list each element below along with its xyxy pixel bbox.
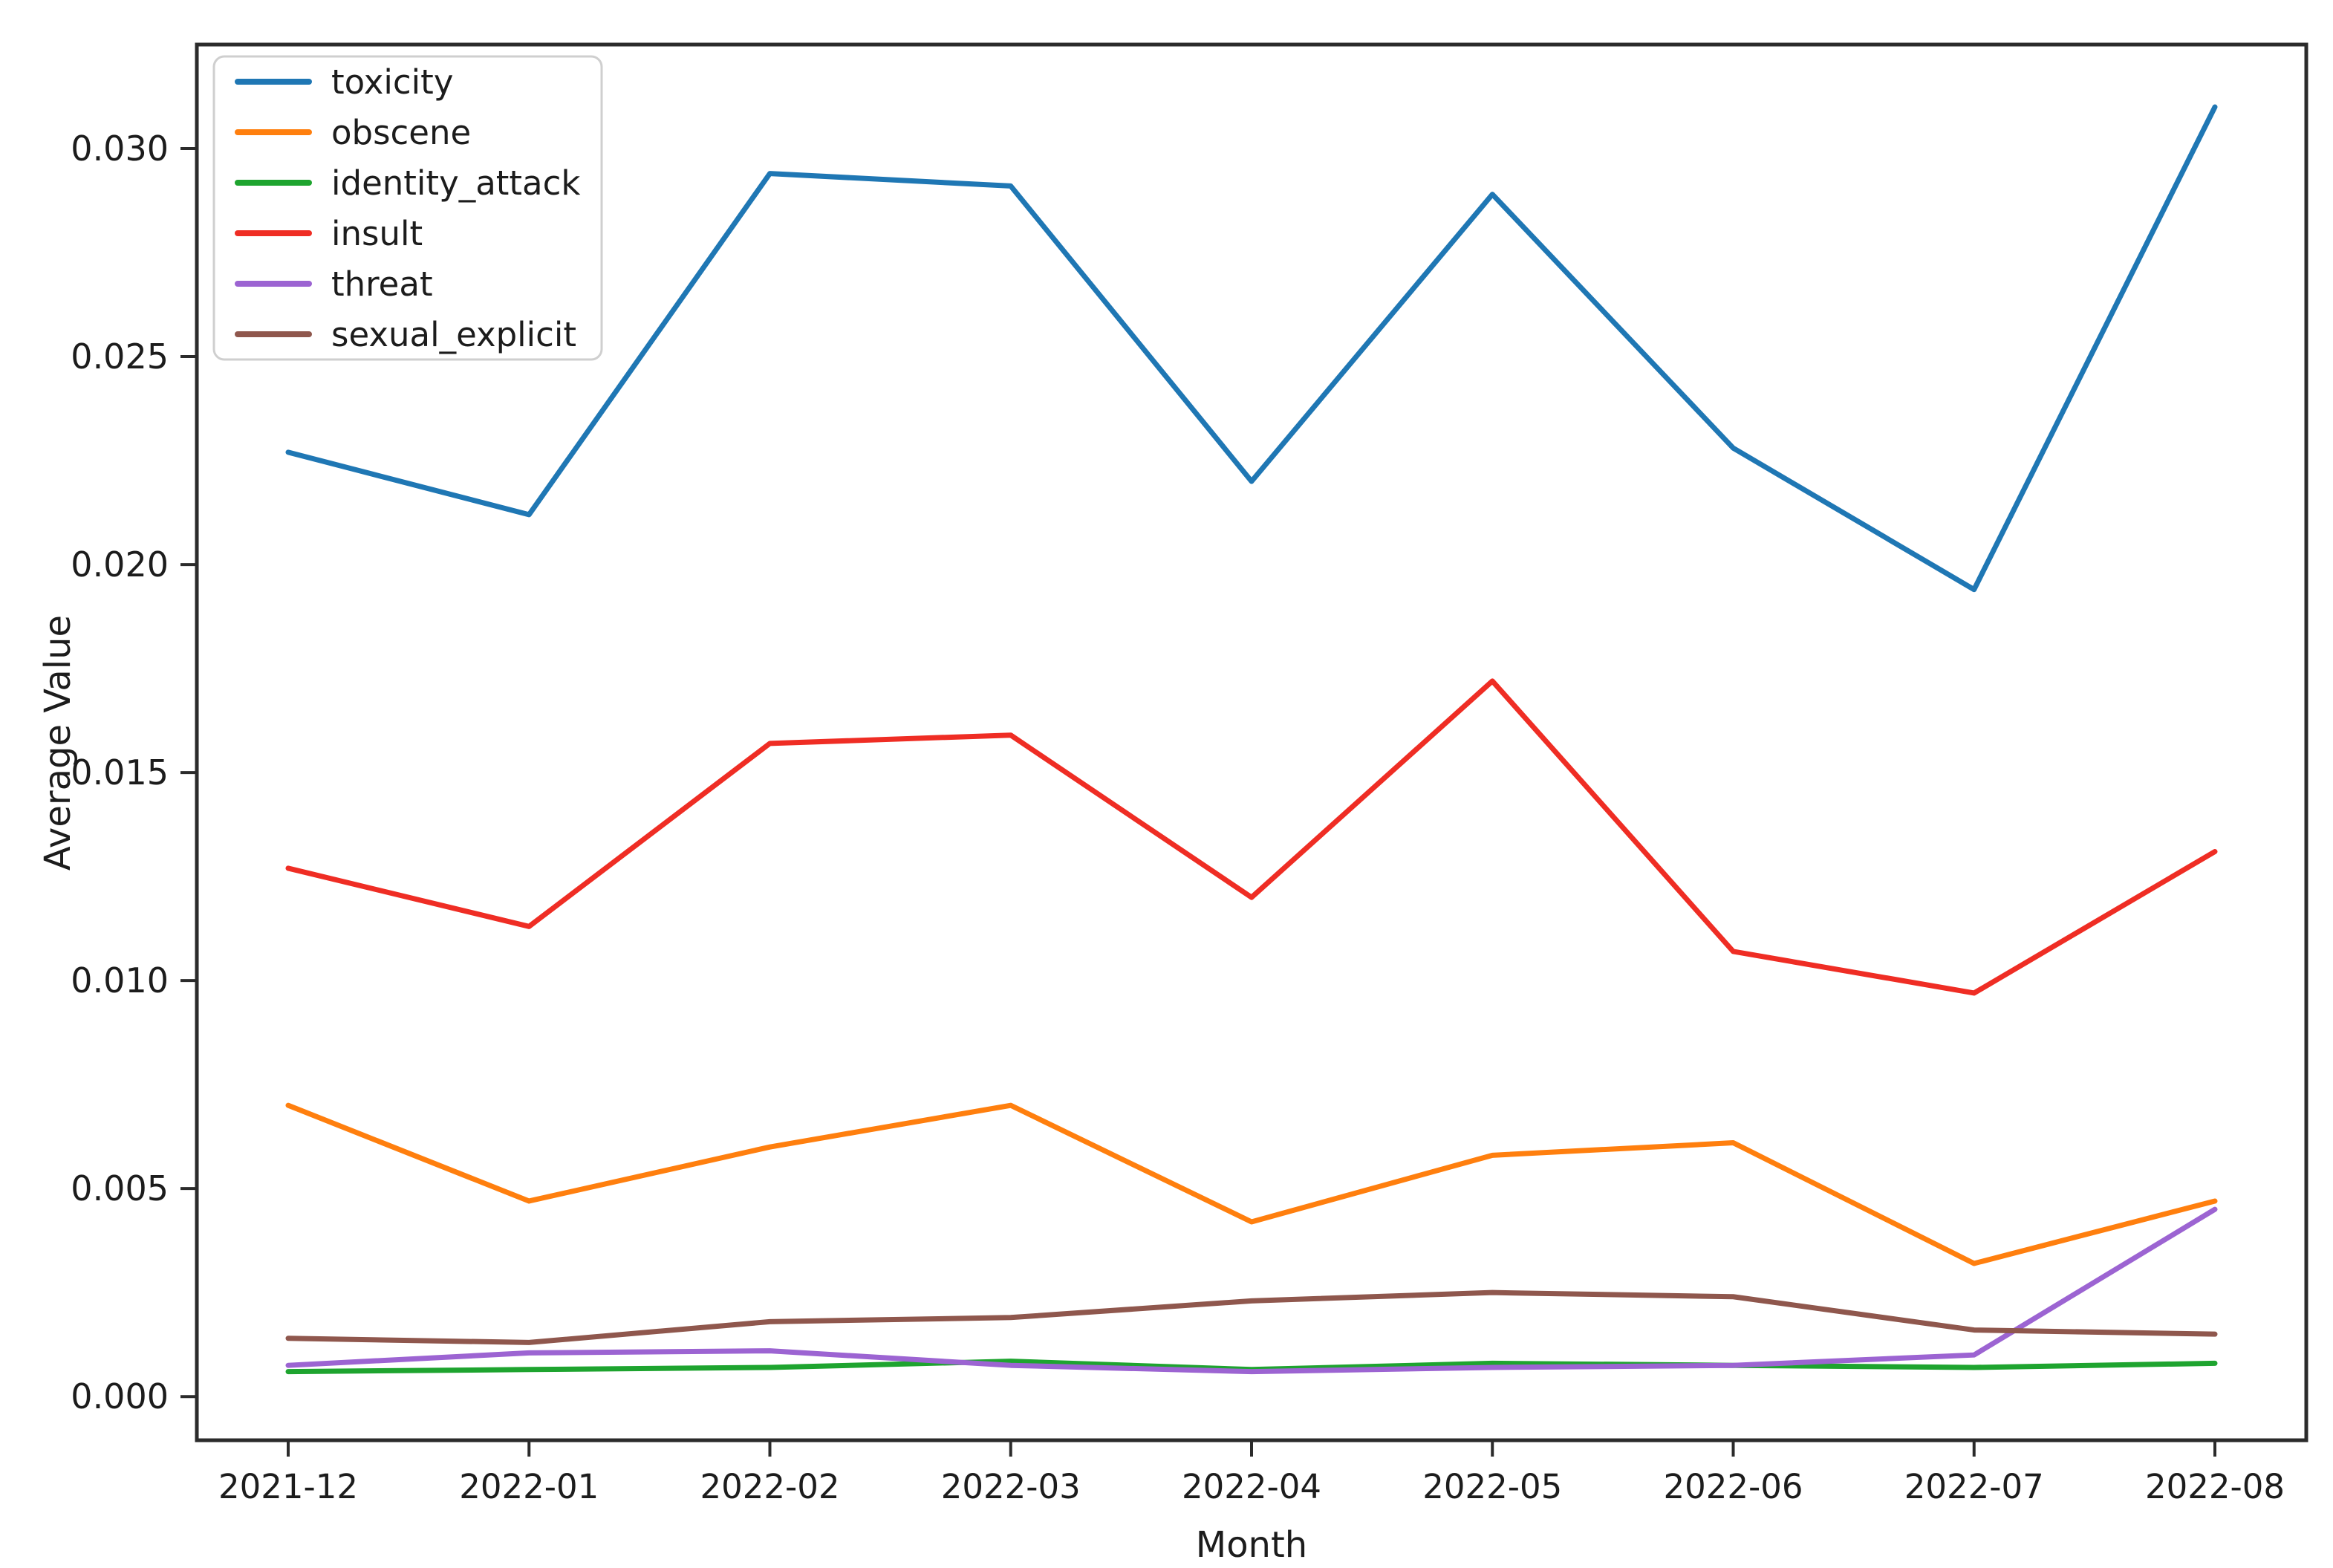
legend-label-obscene: obscene xyxy=(331,113,471,152)
y-tick-label: 0.015 xyxy=(71,752,169,793)
y-tick-label: 0.010 xyxy=(71,960,169,1001)
series-line-sexual_explicit xyxy=(285,1289,2218,1345)
y-axis-label: Average Value xyxy=(37,614,79,871)
x-tick-label: 2022-01 xyxy=(459,1467,599,1506)
x-tick-label: 2022-05 xyxy=(1422,1467,1562,1506)
x-tick-label: 2022-06 xyxy=(1663,1467,1803,1506)
y-tick-label: 0.020 xyxy=(71,544,169,585)
legend-label-identity_attack: identity_attack xyxy=(331,163,580,203)
legend-label-threat: threat xyxy=(331,264,433,304)
series-line-toxicity xyxy=(285,104,2218,593)
x-tick-label: 2022-08 xyxy=(2145,1467,2285,1506)
x-tick-label: 2022-03 xyxy=(941,1467,1081,1506)
y-tick-label: 0.025 xyxy=(71,336,169,377)
series-line-threat xyxy=(285,1206,2218,1375)
legend-label-sexual_explicit: sexual_explicit xyxy=(331,315,576,354)
x-tick-label: 2022-07 xyxy=(1904,1467,2044,1506)
y-tick-label: 0.005 xyxy=(71,1168,169,1208)
x-tick-label: 2021-12 xyxy=(218,1467,358,1506)
legend-label-insult: insult xyxy=(331,214,423,253)
series-line-insult xyxy=(285,678,2218,996)
x-tick-label: 2022-04 xyxy=(1182,1467,1321,1506)
legend-label-toxicity: toxicity xyxy=(331,62,453,102)
series-line-obscene xyxy=(285,1102,2218,1266)
y-tick-label: 0.030 xyxy=(71,129,169,169)
plot-border xyxy=(195,42,2308,1442)
legend-box xyxy=(212,55,603,361)
x-axis-label: Month xyxy=(1195,1524,1308,1566)
x-tick-label: 2022-02 xyxy=(700,1467,839,1506)
y-tick-label: 0.000 xyxy=(71,1376,169,1416)
